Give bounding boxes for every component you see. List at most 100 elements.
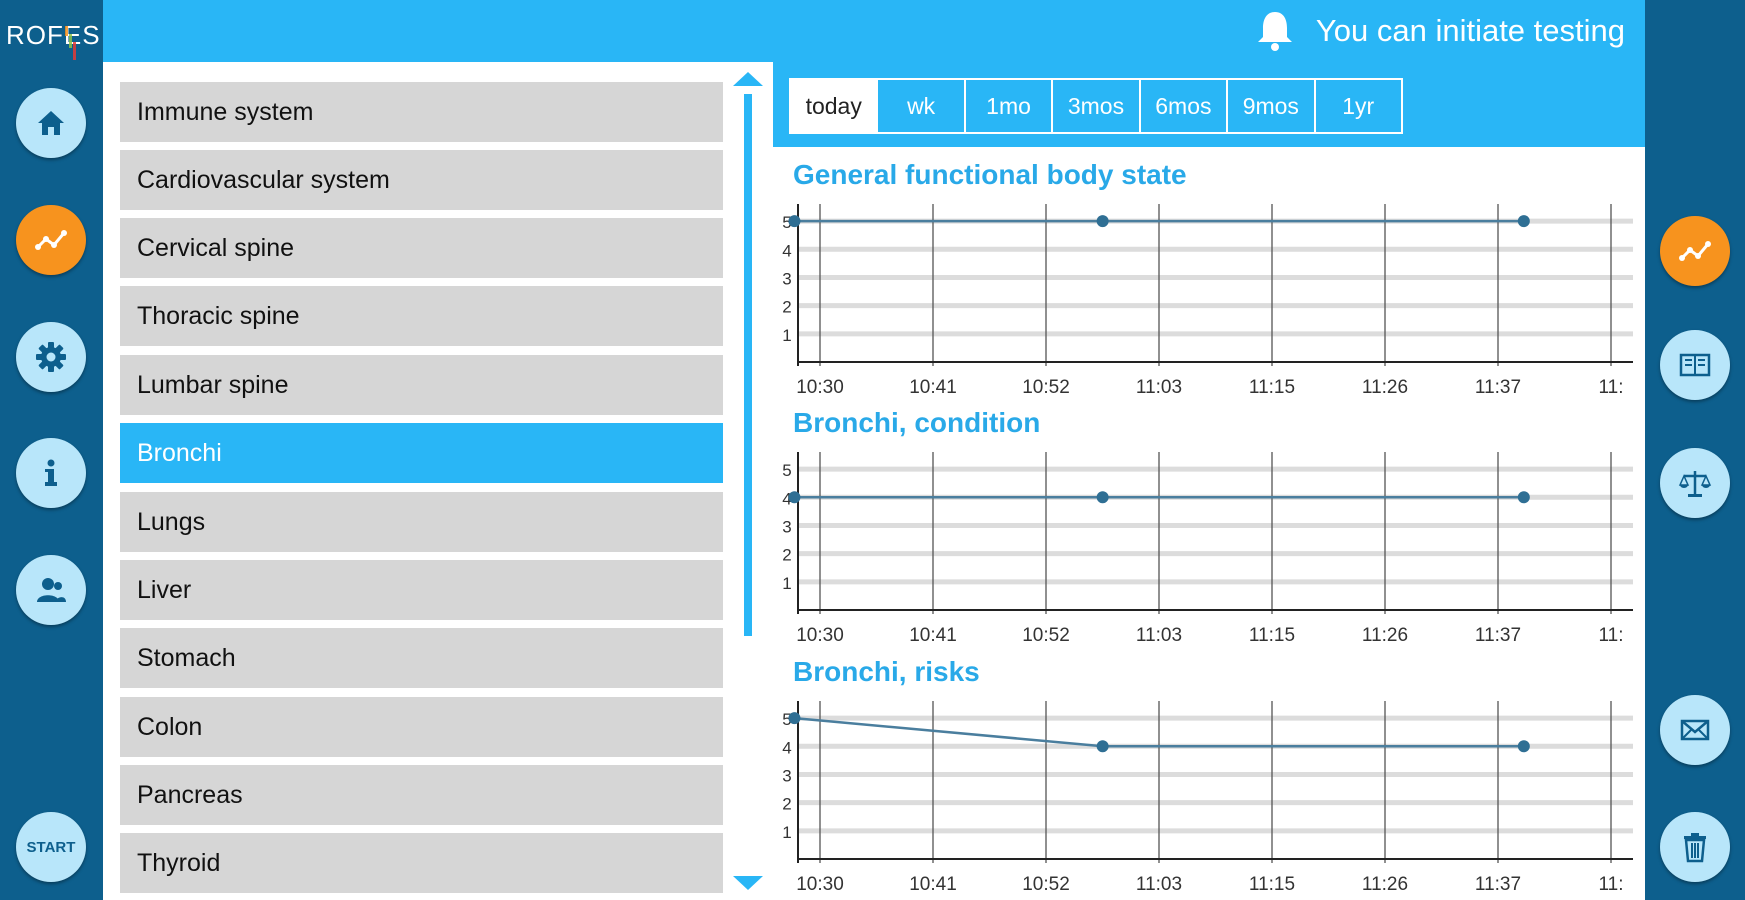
- x-tick-label: 10:41: [909, 874, 957, 895]
- list-item-label: Cardiovascular system: [137, 166, 390, 194]
- journal-button[interactable]: [1660, 330, 1730, 400]
- x-tick-label: 11:26: [1362, 625, 1408, 646]
- list-item-pancreas[interactable]: Pancreas: [120, 765, 723, 825]
- logo-text: ROFES: [6, 20, 101, 50]
- chart-panel: today wk 1mo 3mos 6mos 9mos 1yr General …: [773, 62, 1645, 900]
- start-button[interactable]: START: [16, 812, 86, 882]
- list-item-lumbar-spine[interactable]: Lumbar spine: [120, 355, 723, 415]
- list-scrollbar[interactable]: [744, 94, 752, 636]
- data-point[interactable]: [1517, 215, 1530, 228]
- data-point[interactable]: [1096, 491, 1109, 504]
- organ-list[interactable]: Immune system Cardiovascular system Cerv…: [103, 62, 773, 900]
- right-sidebar: [1645, 0, 1745, 900]
- y-tick-label: 1: [782, 823, 791, 842]
- data-point[interactable]: [1096, 740, 1109, 753]
- tab-1yr[interactable]: 1yr: [1313, 80, 1401, 132]
- users-button[interactable]: [16, 555, 86, 625]
- delete-button[interactable]: [1660, 812, 1730, 882]
- x-tick-label: 11:37: [1475, 874, 1521, 895]
- period-bar: today wk 1mo 3mos 6mos 9mos 1yr: [773, 62, 1645, 147]
- chart-bronchi-risks: 1 2 3 4 5 10:30 10:41 10:52 11:03 11:15 11:26 11:37…: [782, 701, 1633, 895]
- y-tick-label: 5: [782, 213, 791, 232]
- settings-button[interactable]: [16, 322, 86, 392]
- scales-icon: [1678, 471, 1712, 497]
- data-point[interactable]: [1096, 215, 1109, 228]
- list-item-bronchi[interactable]: Bronchi: [120, 423, 723, 483]
- data-point[interactable]: [788, 491, 801, 504]
- list-item-stomach[interactable]: Stomach: [120, 628, 723, 688]
- list-item-colon[interactable]: Colon: [120, 697, 723, 757]
- tab-wk[interactable]: wk: [876, 80, 964, 132]
- list-item-thyroid[interactable]: Thyroid: [120, 833, 723, 893]
- chart-grid: 1 2 3 4 5 10:30 10:41 10:52 11:03 11:15 11:26 11:37…: [782, 452, 1633, 646]
- list-item-label: Lumbar spine: [137, 371, 289, 399]
- right-charts-button[interactable]: [1660, 216, 1730, 286]
- y-tick-label: 3: [782, 766, 791, 785]
- data-point[interactable]: [1517, 740, 1530, 753]
- y-tick-label: 3: [782, 269, 791, 288]
- x-tick-label: 11:26: [1362, 874, 1408, 895]
- gear-icon: [36, 342, 66, 372]
- period-tabs: today wk 1mo 3mos 6mos 9mos 1yr: [789, 78, 1403, 134]
- x-tick-label: 11:37: [1475, 377, 1521, 398]
- list-item-label: Bronchi: [137, 439, 222, 467]
- x-tick-label: 11:03: [1136, 377, 1182, 398]
- x-tick-label: 11:26: [1362, 377, 1408, 398]
- logo-accent-bar: [73, 42, 76, 60]
- charts-button[interactable]: [16, 205, 86, 275]
- x-tick-label: 11:: [1598, 625, 1623, 646]
- chart-title-bronchi-condition: Bronchi, condition: [793, 407, 1041, 438]
- list-item-label: Immune system: [137, 98, 314, 126]
- mail-button[interactable]: [1660, 695, 1730, 765]
- home-icon: [38, 111, 64, 135]
- home-button[interactable]: [16, 88, 86, 158]
- scroll-down-arrow[interactable]: [733, 876, 763, 890]
- x-tick-label: 11:: [1598, 377, 1623, 398]
- header-bar: You can initiate testing: [103, 0, 1645, 62]
- list-item-label: Lungs: [137, 508, 206, 536]
- list-item-label: Thoracic spine: [137, 302, 300, 330]
- x-tick-label: 10:52: [1022, 625, 1070, 646]
- x-tick-label: 11:15: [1249, 874, 1295, 895]
- y-tick-label: 2: [782, 298, 791, 317]
- y-tick-label: 5: [782, 461, 791, 480]
- balance-button[interactable]: [1660, 448, 1730, 518]
- data-point[interactable]: [788, 215, 801, 228]
- list-item-label: Thyroid: [137, 849, 221, 877]
- data-point[interactable]: [788, 712, 801, 725]
- chart-title-general: General functional body state: [793, 159, 1187, 190]
- list-item-thoracic-spine[interactable]: Thoracic spine: [120, 286, 723, 346]
- info-icon: [45, 459, 57, 486]
- notification[interactable]: You can initiate testing: [1252, 8, 1625, 54]
- y-tick-label: 2: [782, 795, 791, 814]
- list-item-cervical-spine[interactable]: Cervical spine: [120, 218, 723, 278]
- tab-today[interactable]: today: [791, 80, 877, 132]
- notification-text: You can initiate testing: [1315, 13, 1625, 48]
- chart-line-icon: [1679, 241, 1711, 261]
- data-point[interactable]: [1517, 491, 1530, 504]
- x-tick-label: 10:30: [796, 874, 844, 895]
- chart-title-bronchi-risks: Bronchi, risks: [793, 656, 980, 687]
- x-tick-label: 11:15: [1249, 625, 1295, 646]
- y-tick-label: 3: [782, 517, 791, 536]
- x-tick-label: 10:41: [909, 377, 957, 398]
- chart-grid: 1 2 3 4 5 10:30 10:41 10:52 11:03 11:15 11:26 11:37…: [782, 701, 1633, 895]
- list-item-liver[interactable]: Liver: [120, 560, 723, 620]
- list-item-lungs[interactable]: Lungs: [120, 492, 723, 552]
- scroll-up-arrow[interactable]: [733, 72, 763, 86]
- x-tick-label: 11:03: [1136, 625, 1182, 646]
- list-item-label: Stomach: [137, 644, 236, 672]
- info-button[interactable]: [16, 438, 86, 508]
- list-item-immune-system[interactable]: Immune system: [120, 82, 723, 142]
- tab-9mos[interactable]: 9mos: [1226, 80, 1314, 132]
- list-item-cardiovascular-system[interactable]: Cardiovascular system: [120, 150, 723, 210]
- y-tick-label: 4: [782, 738, 791, 757]
- y-tick-label: 1: [782, 326, 791, 345]
- y-tick-label: 2: [782, 546, 791, 565]
- tab-6mos[interactable]: 6mos: [1138, 80, 1227, 132]
- x-tick-label: 11:37: [1475, 625, 1521, 646]
- tab-3mos[interactable]: 3mos: [1051, 80, 1139, 132]
- x-tick-label: 10:30: [796, 377, 844, 398]
- logo-accent-bar: [69, 34, 72, 48]
- tab-1mo[interactable]: 1mo: [963, 80, 1052, 132]
